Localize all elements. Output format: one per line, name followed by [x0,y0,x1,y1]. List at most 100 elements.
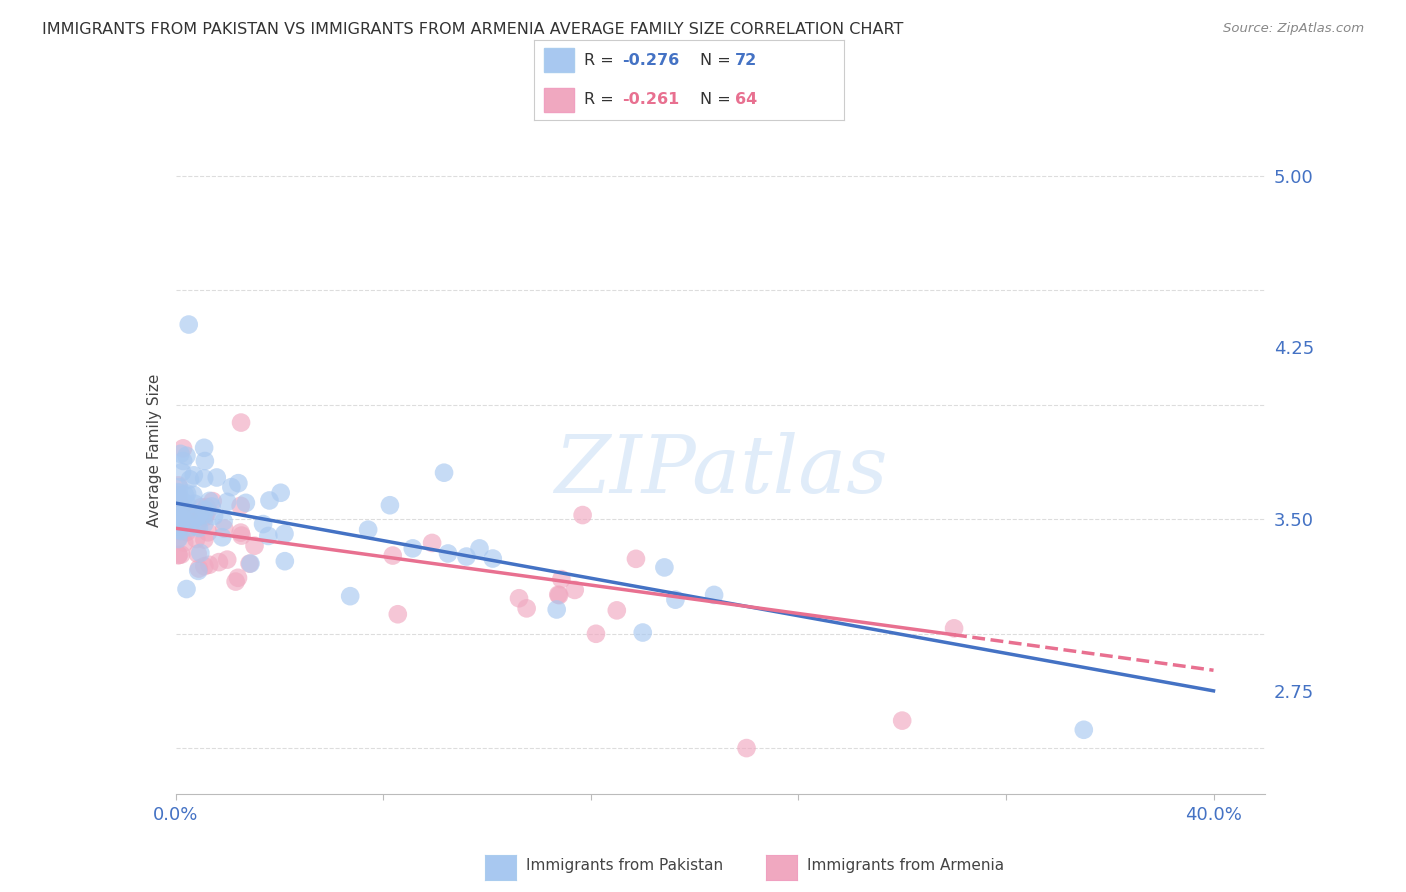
Point [176,449,198,463]
Bar [544,88,575,112]
Point [508,591,530,606]
Point [571,508,593,522]
Point [198,494,221,508]
Text: 64: 64 [735,93,758,107]
Text: Immigrants from Pakistan: Immigrants from Pakistan [526,858,723,872]
Point [201,494,224,508]
Point [547,588,569,602]
Point [606,603,628,617]
Point [167,509,190,524]
Point [194,502,217,516]
Point [170,524,193,538]
Point [197,525,219,540]
Point [238,557,260,571]
Point [187,547,209,561]
Point [167,513,190,527]
Point [703,588,725,602]
Point [891,714,914,728]
Text: N =: N = [700,54,735,68]
Text: ZIPatlas: ZIPatlas [554,433,887,510]
Point [235,496,257,510]
Point [195,500,218,514]
Point [193,559,215,574]
Point [167,478,190,492]
Point [585,627,607,641]
Point [943,621,966,635]
Text: -0.276: -0.276 [623,54,679,68]
Text: 72: 72 [735,54,758,68]
Point [420,536,443,550]
Point [172,494,194,508]
Point [176,515,198,529]
Point [217,495,239,509]
Point [211,530,233,544]
Point [169,519,191,533]
Point [664,592,686,607]
Point [167,548,190,562]
Point [170,548,193,562]
Point [170,465,193,479]
Point [177,318,200,332]
Point [190,546,212,560]
Point [226,571,249,585]
Text: N =: N = [700,93,735,107]
Point [259,493,281,508]
Point [176,525,198,540]
Point [274,554,297,568]
Point [179,508,201,523]
Text: Immigrants from Armenia: Immigrants from Armenia [807,858,1004,872]
Point [176,582,198,596]
Point [231,528,253,542]
Point [228,476,250,491]
Point [257,529,280,543]
Point [193,533,215,547]
Point [221,480,243,494]
Point [481,551,503,566]
Point [212,522,235,536]
Point [208,555,231,569]
Point [170,500,193,514]
Point [191,508,214,522]
Point [229,416,252,430]
Point [167,488,190,502]
Point [190,500,212,515]
Point [516,601,538,615]
Point [548,588,571,602]
Y-axis label: Average Family Size: Average Family Size [146,374,162,527]
Point [176,508,198,523]
Point [183,468,205,483]
Point [167,524,190,538]
Point [167,531,190,545]
Point [631,625,654,640]
Point [170,507,193,521]
Point [187,508,209,522]
Point [225,574,247,589]
Point [387,607,409,622]
Point [195,506,218,520]
Point [252,517,274,532]
Point [176,498,198,512]
Point [654,560,676,574]
Point [202,508,225,523]
Point [339,589,361,603]
Point [170,500,193,514]
Point [198,558,221,572]
Point [167,493,190,508]
Point [183,512,205,526]
Point [193,508,215,523]
Point [170,514,193,528]
Point [167,485,190,500]
Point [179,520,201,534]
Point [229,499,252,513]
Point [437,547,460,561]
Point [187,564,209,578]
Point [193,441,215,455]
Text: IMMIGRANTS FROM PAKISTAN VS IMMIGRANTS FROM ARMENIA AVERAGE FAMILY SIZE CORRELAT: IMMIGRANTS FROM PAKISTAN VS IMMIGRANTS F… [42,22,904,37]
Point [167,523,190,537]
Point [381,549,404,563]
Point [270,485,292,500]
Point [273,526,295,541]
Point [176,486,198,500]
Point [212,514,235,528]
Point [1073,723,1095,737]
